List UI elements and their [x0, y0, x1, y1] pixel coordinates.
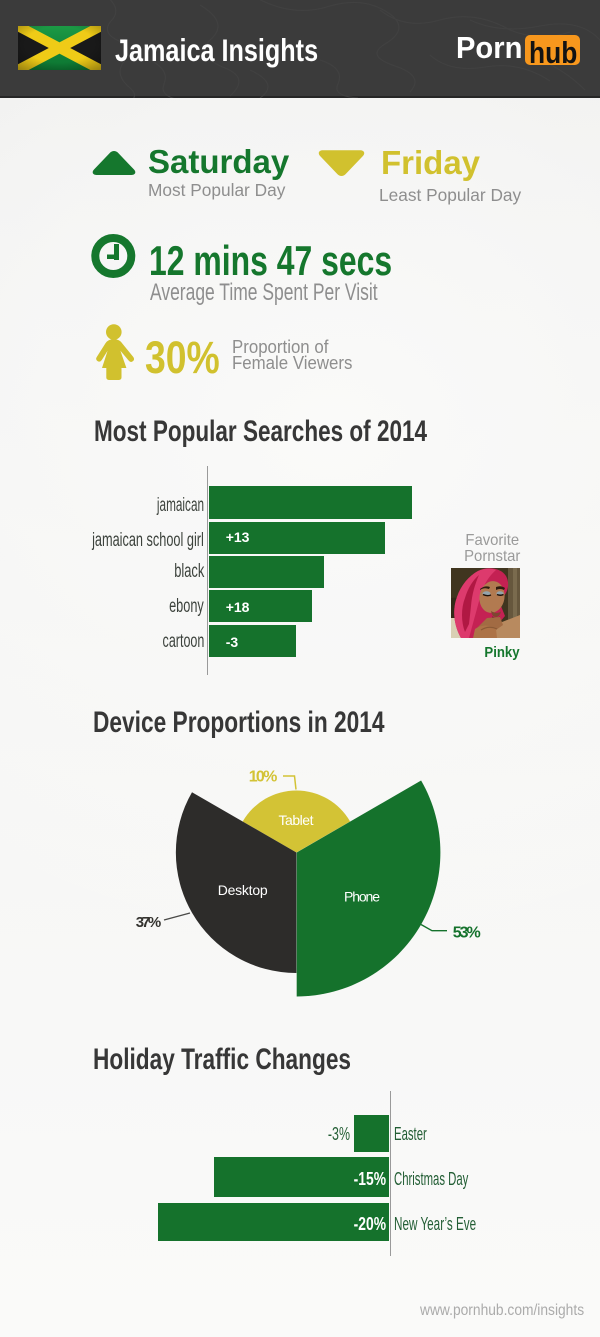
svg-text:53%: 53%	[453, 925, 481, 942]
svg-text:37%: 37%	[136, 914, 162, 931]
svg-text:Tablet: Tablet	[279, 812, 314, 828]
svg-text:Desktop: Desktop	[218, 882, 268, 898]
svg-text:Phone: Phone	[344, 889, 380, 905]
svg-text:10%: 10%	[249, 768, 277, 785]
